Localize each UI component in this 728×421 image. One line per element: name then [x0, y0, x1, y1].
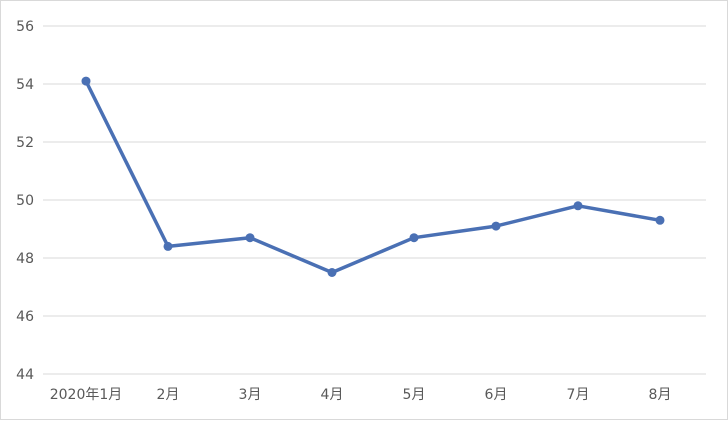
y-tick-label: 52 — [16, 135, 34, 151]
data-point — [409, 233, 419, 243]
x-tick-label: 8月 — [649, 387, 672, 403]
x-tick-label: 7月 — [567, 387, 590, 403]
x-axis-tick-labels: 2020年1月 2月 3月 4月 5月 6月 7月 8月 — [50, 387, 672, 403]
data-point — [573, 201, 583, 211]
data-point — [81, 76, 91, 86]
data-point — [163, 241, 173, 251]
series-line — [84, 79, 662, 275]
data-point — [655, 215, 665, 225]
x-tick-label: 3月 — [239, 387, 262, 403]
x-tick-label: 6月 — [485, 387, 508, 403]
y-tick-label: 54 — [16, 77, 34, 93]
gridlines — [43, 25, 706, 375]
y-tick-label: 56 — [16, 19, 34, 35]
x-tick-label: 2月 — [157, 387, 180, 403]
data-point — [327, 268, 337, 277]
y-tick-label: 50 — [16, 193, 34, 209]
y-tick-label: 48 — [16, 251, 34, 267]
y-tick-label: 46 — [16, 309, 34, 325]
x-tick-label: 4月 — [321, 387, 344, 403]
x-tick-label: 5月 — [403, 387, 426, 403]
data-point — [491, 221, 501, 231]
y-tick-label: 44 — [16, 367, 34, 383]
series-layer — [81, 76, 665, 277]
data-point — [245, 233, 255, 243]
x-tick-label: 2020年1月 — [50, 387, 123, 403]
y-axis-tick-labels: 44 46 48 50 52 54 56 — [16, 19, 34, 383]
